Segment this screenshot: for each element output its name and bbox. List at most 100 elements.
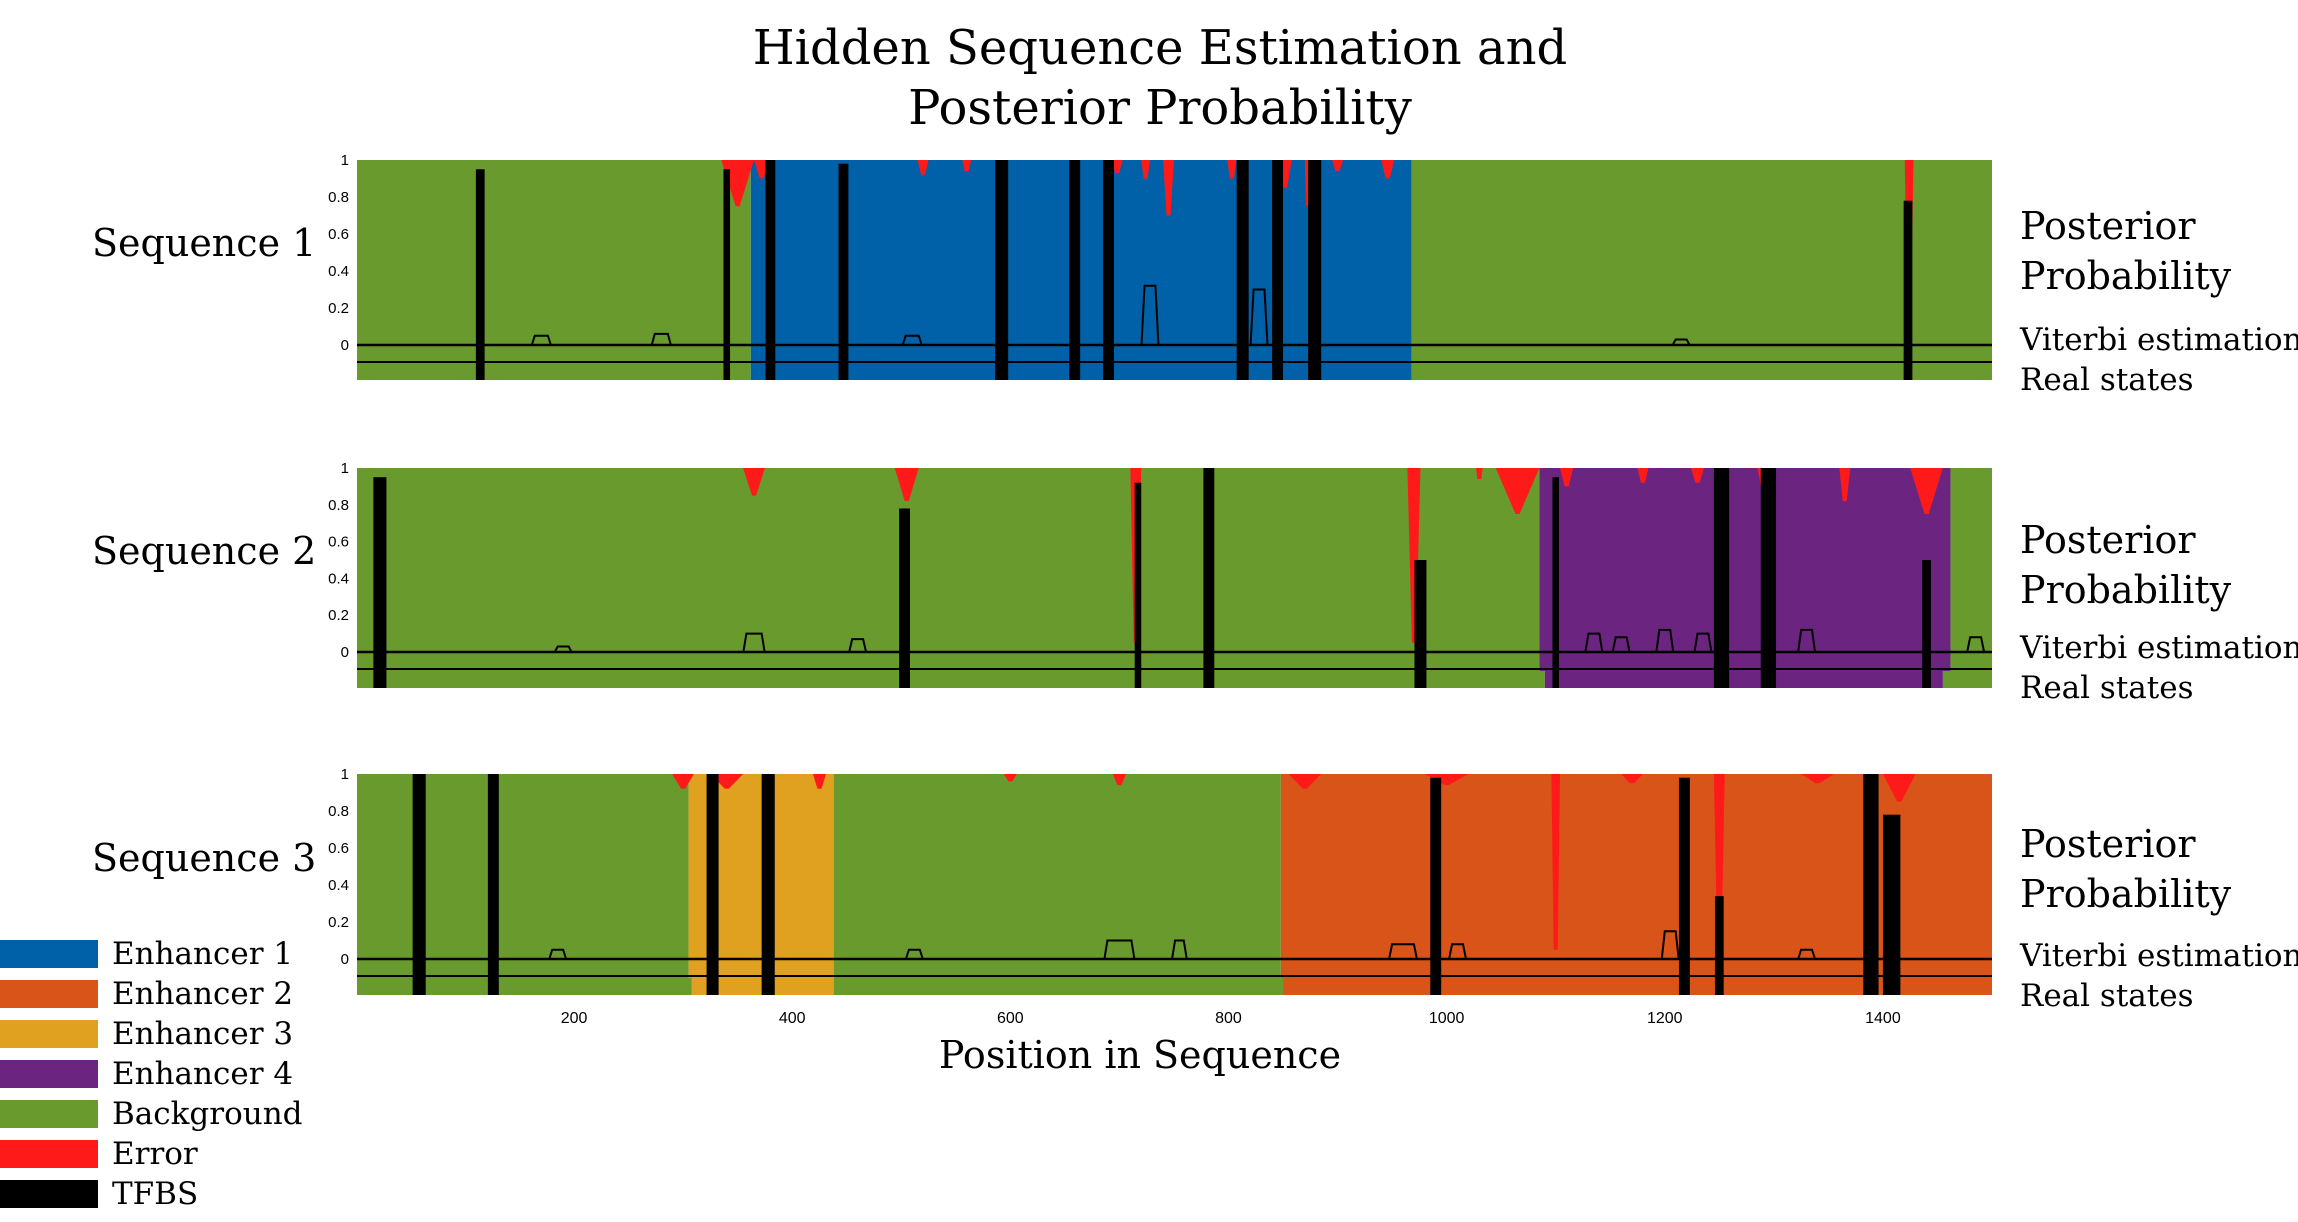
posterior-region-background bbox=[1950, 468, 1992, 652]
posterior-label-line1: Posterior bbox=[2020, 204, 2196, 248]
error-dip bbox=[1288, 774, 1322, 789]
tfbs-bump bbox=[548, 948, 568, 960]
legend-swatch bbox=[0, 1060, 98, 1088]
legend-swatch bbox=[0, 1100, 98, 1128]
tfbs-bump bbox=[1966, 636, 1986, 653]
legend-label: TFBS bbox=[112, 1176, 198, 1212]
error-dip bbox=[1227, 160, 1237, 179]
sequence-label: Sequence 1 bbox=[92, 221, 316, 265]
x-tick-label: 1000 bbox=[1429, 1010, 1465, 1027]
posterior-label-line2: Probability bbox=[2020, 254, 2232, 298]
tfbs-bar bbox=[475, 169, 485, 380]
error-dip bbox=[1476, 468, 1483, 480]
tfbs-bar bbox=[1069, 160, 1081, 380]
legend-swatch bbox=[0, 1180, 98, 1208]
tfbs-bar bbox=[1203, 468, 1215, 688]
legend-label: Enhancer 1 bbox=[112, 936, 293, 972]
y-tick-label: 0.6 bbox=[328, 226, 349, 243]
error-dip bbox=[1163, 160, 1174, 216]
tfbs-bar bbox=[1236, 160, 1249, 380]
x-tick-label: 1400 bbox=[1865, 1010, 1901, 1027]
panel-sequence-3: 0 0.2 0.4 0.6 0.8 1 Sequence 3 Posterior Probabi… bbox=[92, 766, 2298, 1014]
x-tick-label: 600 bbox=[997, 1010, 1024, 1027]
tfbs-bar bbox=[706, 774, 719, 995]
posterior-region-background bbox=[1411, 160, 1992, 345]
tfbs-bump bbox=[1171, 939, 1188, 960]
tfbs-bar bbox=[1714, 896, 1724, 995]
error-dip bbox=[1141, 160, 1150, 179]
real-state-background bbox=[833, 978, 1284, 995]
tfbs-bump bbox=[1140, 284, 1160, 346]
posterior-region-background bbox=[357, 468, 1540, 652]
y-tick-label: 1 bbox=[341, 460, 349, 477]
posterior-base-background bbox=[357, 652, 1540, 671]
real-state-background bbox=[357, 978, 692, 995]
tfbs-bar bbox=[1552, 477, 1559, 688]
y-tick-label: 1 bbox=[341, 152, 349, 169]
tfbs-bar bbox=[1903, 200, 1913, 380]
error-dip bbox=[1495, 468, 1540, 514]
x-tick-label: 200 bbox=[561, 1010, 588, 1027]
tfbs-bump bbox=[742, 632, 766, 653]
tfbs-bump bbox=[1103, 939, 1136, 960]
error-dip bbox=[1839, 468, 1851, 502]
viterbi-label: Viterbi estimation bbox=[2019, 938, 2298, 974]
legend-label: Enhancer 3 bbox=[112, 1016, 293, 1052]
tfbs-bump bbox=[848, 638, 868, 653]
tfbs-bump bbox=[1388, 943, 1418, 960]
real-state-background bbox=[1942, 671, 1992, 688]
posterior-region-enhancer4 bbox=[1539, 468, 1951, 652]
x-axis-label: Position in Sequence bbox=[939, 1033, 1341, 1077]
y-tick-label: 0.6 bbox=[328, 840, 349, 857]
tfbs-bump bbox=[1448, 943, 1467, 960]
error-dip bbox=[1560, 468, 1574, 487]
sequence-label: Sequence 2 bbox=[92, 529, 316, 573]
legend-label: Enhancer 2 bbox=[112, 976, 293, 1012]
legend-swatch bbox=[0, 1140, 98, 1168]
tfbs-bar bbox=[1760, 468, 1777, 688]
tfbs-bar bbox=[1882, 814, 1901, 995]
x-axis: 200 400 600 800 1000 1200 1400 bbox=[561, 1010, 1901, 1027]
error-dip bbox=[894, 468, 919, 502]
real-states-label: Real states bbox=[2020, 362, 2194, 398]
y-tick-label: 0.4 bbox=[328, 263, 349, 280]
tfbs-bar bbox=[899, 508, 910, 688]
y-tick-label: 0.8 bbox=[328, 803, 349, 820]
posterior-region-background bbox=[833, 774, 1281, 959]
legend: Enhancer 1 Enhancer 2 Enhancer 3 Enhancer 4… bbox=[0, 936, 303, 1212]
error-dip bbox=[1801, 774, 1834, 784]
posterior-label-line1: Posterior bbox=[2020, 518, 2196, 562]
viterbi-label: Viterbi estimation bbox=[2019, 322, 2298, 358]
error-dip bbox=[1621, 774, 1643, 784]
tfbs-bar bbox=[761, 774, 775, 995]
real-state-enhancer2 bbox=[1283, 978, 1992, 995]
posterior-label-line1: Posterior bbox=[2020, 822, 2196, 866]
tfbs-bar bbox=[838, 163, 849, 380]
y-tick-label: 0.2 bbox=[328, 300, 349, 317]
legend-label: Error bbox=[112, 1136, 198, 1172]
posterior-base-background bbox=[357, 959, 689, 978]
y-tick-label: 0.6 bbox=[328, 534, 349, 551]
posterior-label-line2: Probability bbox=[2020, 568, 2232, 612]
tfbs-bump bbox=[530, 334, 552, 346]
y-tick-label: 0.4 bbox=[328, 570, 349, 587]
error-dip bbox=[743, 468, 765, 496]
tfbs-bump bbox=[553, 645, 573, 653]
tfbs-bump bbox=[1797, 628, 1817, 653]
legend-swatch bbox=[0, 940, 98, 968]
tfbs-bump bbox=[1693, 632, 1713, 653]
posterior-base-enhancer3 bbox=[688, 959, 834, 978]
panel-sequence-1: 0 0.2 0.4 0.6 0.8 1 Sequence 1 Posterior Probabi… bbox=[92, 152, 2298, 398]
error-dip bbox=[1424, 774, 1469, 786]
x-tick-label: 800 bbox=[1215, 1010, 1242, 1027]
tfbs-bar bbox=[412, 774, 426, 995]
y-tick-label: 0.8 bbox=[328, 189, 349, 206]
posterior-base-background bbox=[357, 345, 751, 364]
tfbs-bar bbox=[1713, 468, 1730, 688]
tfbs-bump bbox=[1584, 632, 1604, 653]
tfbs-bar bbox=[765, 160, 776, 380]
tfbs-bump bbox=[1671, 338, 1691, 346]
tfbs-bar bbox=[1134, 482, 1142, 688]
error-dip bbox=[1111, 160, 1123, 173]
